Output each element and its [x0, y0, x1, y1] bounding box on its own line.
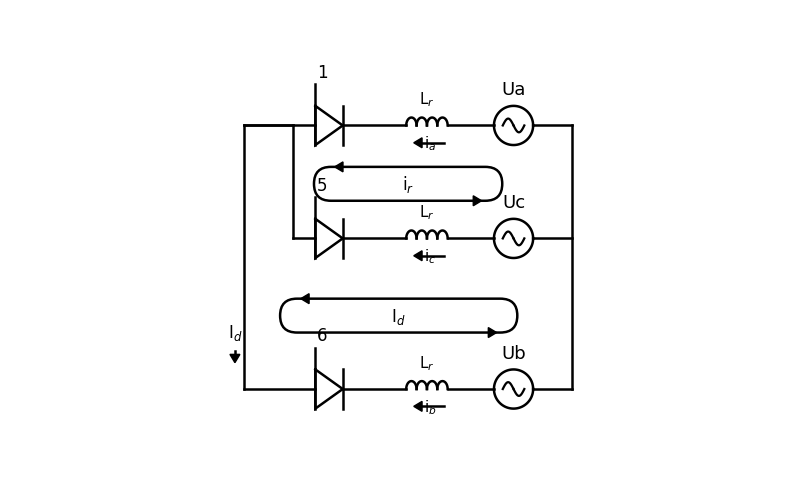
Text: 5: 5 [318, 176, 328, 194]
Text: Ua: Ua [502, 81, 526, 99]
Text: I$_d$: I$_d$ [391, 306, 406, 326]
Polygon shape [414, 402, 422, 411]
Text: 6: 6 [318, 326, 328, 345]
Text: i$_a$: i$_a$ [424, 134, 436, 153]
Text: i$_r$: i$_r$ [402, 174, 414, 195]
Text: L$_r$: L$_r$ [419, 353, 434, 372]
Text: Ub: Ub [501, 344, 526, 362]
Text: i$_c$: i$_c$ [424, 247, 436, 265]
Polygon shape [488, 328, 497, 338]
Polygon shape [414, 139, 422, 148]
Polygon shape [230, 355, 240, 363]
Text: I$_d$: I$_d$ [228, 322, 242, 342]
Text: i$_b$: i$_b$ [424, 397, 436, 416]
Text: Uc: Uc [502, 194, 525, 212]
Text: 1: 1 [318, 63, 328, 81]
Text: L$_r$: L$_r$ [419, 203, 434, 222]
Polygon shape [301, 294, 309, 304]
Text: L$_r$: L$_r$ [419, 90, 434, 109]
Polygon shape [334, 163, 343, 172]
Polygon shape [414, 251, 422, 261]
Polygon shape [474, 196, 482, 206]
